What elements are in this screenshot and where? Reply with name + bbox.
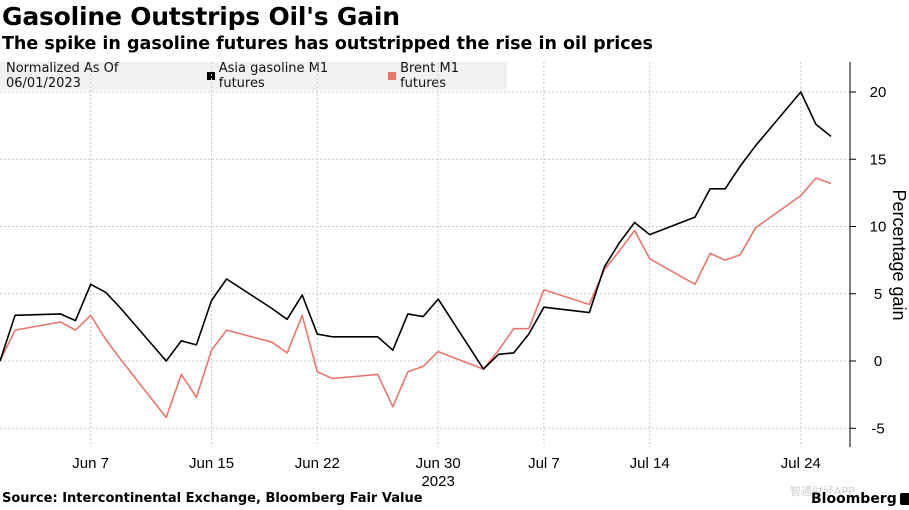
y-tick-label: 15	[870, 151, 887, 168]
x-tick-label: Jun 7	[72, 455, 109, 472]
legend-swatch-gasoline	[206, 72, 215, 80]
brand-name: Bloomberg	[811, 491, 897, 507]
y-axis-title: Percentage gain	[889, 189, 909, 320]
bloomberg-logo: Bloomberg	[811, 491, 909, 507]
legend-label-brent: Brent M1 futures	[400, 61, 459, 91]
y-tick-label: -5	[871, 420, 884, 437]
watermark: 智通财经APP	[790, 485, 855, 498]
y-tick-label: 0	[874, 353, 882, 370]
source-note: Source: Intercontinental Exchange, Bloom…	[2, 491, 423, 506]
x-tick-label: Jun 22	[295, 455, 340, 472]
y-tick-label: 20	[870, 84, 887, 101]
chart-title: Gasoline Outstrips Oil's Gain	[2, 2, 400, 31]
y-tick-label: 10	[870, 219, 887, 236]
legend-swatch-brent	[388, 72, 397, 80]
x-tick-label: Jul 24	[781, 455, 821, 472]
brand-mark-icon	[899, 493, 909, 505]
legend-item-brent: Brent M1 futures	[388, 61, 507, 91]
series-line-gasoline	[0, 91, 832, 370]
y-tick-label: 5	[874, 286, 882, 303]
legend-label-gasoline: Asia gasoline M1 futures	[218, 61, 329, 91]
chart-subtitle: The spike in gasoline futures has outstr…	[2, 34, 653, 54]
x-tick-label: Jul 14	[630, 455, 670, 472]
legend: Normalized As Of 06/01/2023 Asia gasolin…	[0, 61, 507, 91]
series-line-brent	[0, 177, 832, 419]
x-tick-label: Jun 15	[189, 455, 234, 472]
x-tick-label: Jul 7	[528, 455, 560, 472]
x-tick-label: Jun 30	[416, 455, 461, 472]
legend-item-gasoline: Asia gasoline M1 futures	[206, 61, 375, 91]
x-year-label: 2023	[421, 473, 454, 490]
legend-note: Normalized As Of 06/01/2023	[6, 61, 119, 91]
